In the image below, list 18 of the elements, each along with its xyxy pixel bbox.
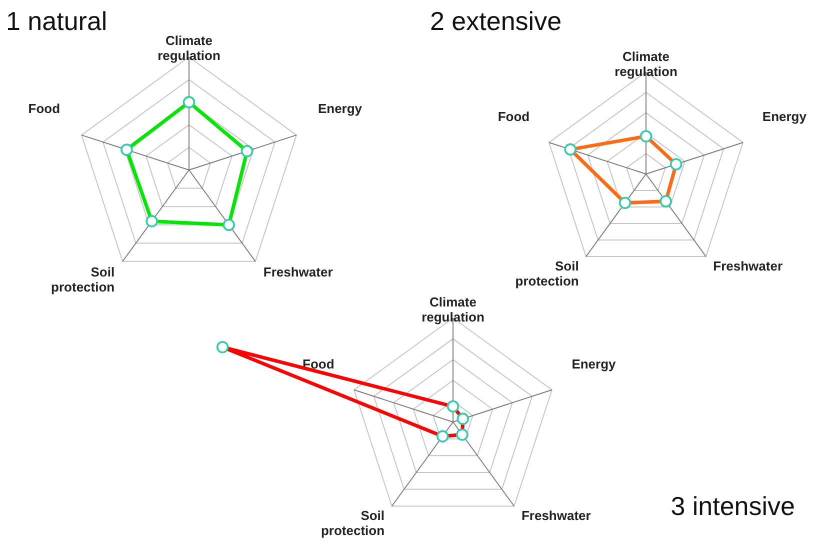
text: 3 intensive <box>670 491 795 521</box>
spoke-label: Food <box>302 356 334 372</box>
spoke-label: Soil protection <box>51 264 115 294</box>
spoke-label: Energy <box>762 109 808 124</box>
chart-title: 2 extensive <box>430 6 562 36</box>
chart-title: 1 natural <box>6 6 108 36</box>
spoke-label: Freshwater <box>263 264 333 280</box>
spoke-label: Freshwater <box>713 258 783 274</box>
spoke-label: Energy <box>318 101 363 116</box>
spoke-label: Climate regulation <box>422 294 484 325</box>
spoke-label: Climate regulation <box>614 48 678 79</box>
spoke-label: Soil protection <box>320 508 385 538</box>
spoke-label: Soil protection <box>515 258 579 288</box>
spoke-label: Climate regulation <box>158 32 220 63</box>
spoke-label: Energy <box>572 356 617 372</box>
spoke-label: Food <box>28 101 60 116</box>
spoke-label: Freshwater <box>521 508 591 524</box>
spoke-label: Food <box>498 109 530 124</box>
